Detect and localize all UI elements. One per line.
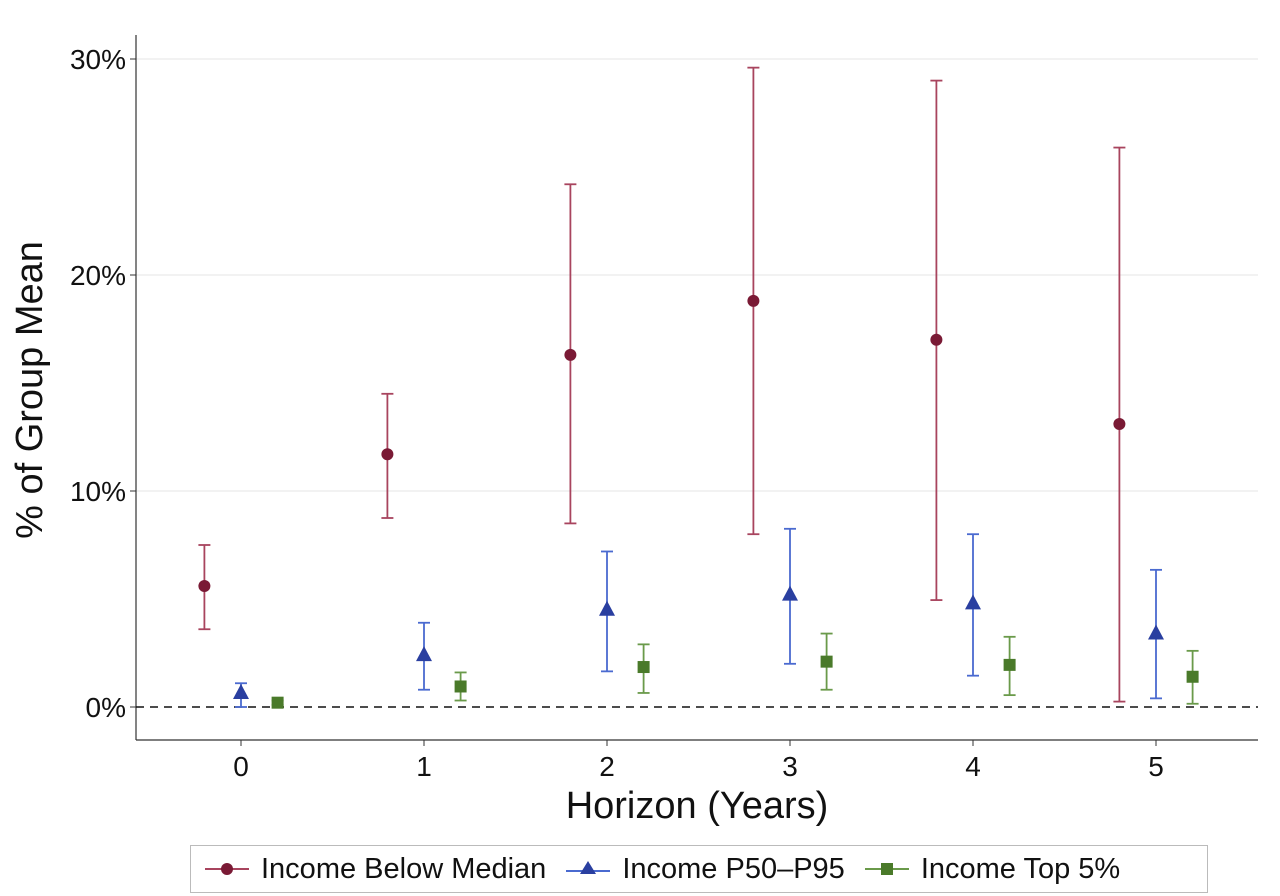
x-axis-label: Horizon (Years)	[566, 785, 829, 827]
data-point-square	[820, 655, 833, 668]
y-axis-label: % of Group Mean	[9, 241, 51, 539]
legend-marker-triangle-icon	[566, 861, 611, 874]
legend-label: Income Below Median	[261, 852, 547, 885]
y-tick-label: 0%	[86, 692, 126, 723]
legend-marker-square-icon	[864, 863, 909, 875]
legend-item-p50-p95: Income P50–P95	[566, 852, 845, 886]
legend-item-top5: Income Top 5%	[864, 852, 1121, 886]
data-point-circle	[381, 448, 394, 461]
x-tick-label: 0	[233, 751, 249, 782]
legend: Income Below Median Income P50–P95 Incom…	[190, 845, 1208, 893]
data-point-square	[637, 661, 650, 674]
data-point-triangle	[233, 683, 249, 699]
data-point-circle	[747, 294, 760, 307]
data-point-square	[454, 680, 467, 693]
legend-marker-circle-icon	[205, 863, 249, 875]
y-tick-label: 10%	[70, 476, 126, 507]
data-point-triangle	[965, 594, 981, 610]
y-tick-label: 30%	[70, 44, 126, 75]
legend-item-below-median: Income Below Median	[205, 853, 546, 886]
legend-label: Income Top 5%	[920, 852, 1121, 885]
data-point-triangle	[1148, 624, 1164, 640]
data-point-square	[271, 696, 284, 709]
data-point-square	[1003, 658, 1016, 671]
data-point-square	[1186, 670, 1199, 683]
legend-label: Income P50–P95	[622, 852, 845, 885]
data-point-circle	[1113, 418, 1126, 431]
data-point-circle	[930, 333, 943, 346]
data-point-circle	[198, 580, 211, 593]
x-tick-label: 5	[1148, 751, 1164, 782]
x-tick-label: 1	[416, 751, 432, 782]
x-tick-label: 2	[599, 751, 615, 782]
data-point-triangle	[599, 600, 615, 616]
data-point-circle	[564, 348, 577, 361]
data-point-triangle	[782, 585, 798, 601]
x-tick-label: 3	[782, 751, 798, 782]
y-tick-label: 20%	[70, 260, 126, 291]
data-point-triangle	[416, 646, 432, 662]
x-tick-label: 4	[965, 751, 981, 782]
